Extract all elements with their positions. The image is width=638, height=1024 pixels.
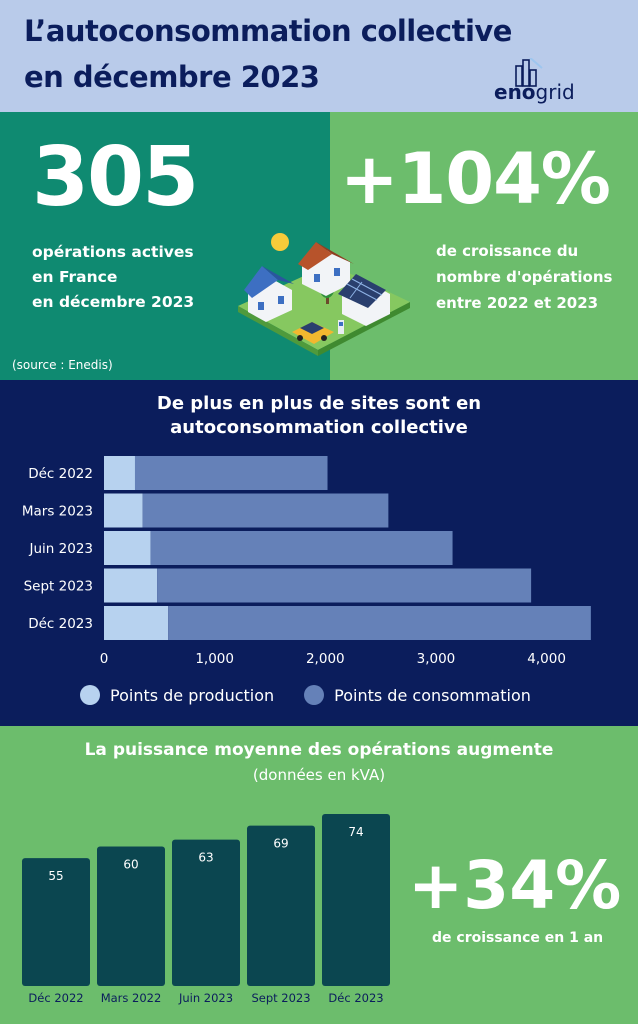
power-category-label: Déc 2023 — [328, 991, 383, 1005]
logo-text-light: grid — [535, 80, 575, 104]
legend-item-consumption: Points de consommation — [304, 685, 531, 705]
x-tick-label: 2,000 — [306, 651, 345, 667]
x-tick-label: 0 — [100, 651, 109, 667]
legend-label-consumption: Points de consommation — [334, 685, 531, 705]
power-chart-subtitle: (données en kVA) — [252, 766, 386, 784]
legend-swatch-consumption — [304, 685, 325, 705]
enogrid-logo: enogrid — [494, 58, 594, 106]
category-label: Juin 2023 — [29, 541, 94, 557]
bar-production — [104, 456, 135, 490]
sites-bar-chart: Déc 2022 Mars 2023 Juin 2023 Sept 2023 Déc 2… — [22, 456, 591, 667]
bar-production — [104, 568, 158, 603]
bar-production — [104, 606, 169, 640]
x-tick-label: 4,000 — [527, 651, 566, 667]
active-operations-label-line3: en décembre 2023 — [32, 293, 195, 311]
power-growth-label: de croissance en 1 an — [432, 930, 604, 946]
power-bar — [247, 825, 315, 986]
bar-production — [104, 493, 143, 528]
sun-icon — [271, 233, 289, 251]
power-chart-title: La puissance moyenne des opérations augm… — [84, 740, 554, 760]
sites-chart-title: De plus en plus de sites sont en autocon… — [0, 392, 638, 440]
sites-chart-legend: Points de production Points de consommat… — [80, 682, 561, 708]
power-growth-value: +34% — [408, 847, 622, 924]
sites-chart-title-line2: autoconsommation collective — [170, 417, 468, 438]
growth-operations-label-line2: nombre d'opérations — [436, 268, 613, 286]
header: L’autoconsommation collective en décembr… — [0, 0, 638, 112]
logo-text-bold: eno — [494, 80, 536, 104]
growth-operations-label: de croissance du nombre d'opérations ent… — [436, 238, 612, 316]
growth-operations-panel: +104% de croissance du nombre d'opératio… — [330, 112, 638, 380]
neighborhood-illustration — [238, 233, 410, 356]
page-title-line2: en décembre 2023 — [24, 60, 320, 94]
x-tick-label: 1,000 — [195, 651, 234, 667]
legend-label-production: Points de production — [110, 685, 275, 705]
x-tick-label: 3,000 — [417, 651, 456, 667]
page-title: L’autoconsommation collective en décembr… — [24, 8, 584, 100]
power-bar-value-label: 55 — [48, 869, 63, 883]
active-operations-label-line2: en France — [32, 268, 118, 286]
logo-text: enogrid — [494, 80, 575, 104]
bar-consumption — [168, 606, 591, 640]
growth-operations-label-line3: entre 2022 et 2023 — [436, 294, 599, 312]
page-title-line1: L’autoconsommation collective — [24, 14, 512, 48]
car-icon — [292, 322, 334, 344]
power-category-label: Sept 2023 — [251, 991, 310, 1005]
power-bar-value-label: 63 — [198, 851, 213, 865]
ev-charger-icon — [338, 320, 344, 334]
growth-operations-label-line1: de croissance du — [436, 242, 579, 260]
power-bar — [172, 839, 240, 986]
power-category-label: Juin 2023 — [178, 991, 233, 1005]
category-label: Sept 2023 — [24, 579, 93, 595]
bar-consumption — [142, 493, 389, 528]
power-bar — [22, 858, 90, 986]
house-icon — [298, 242, 354, 296]
power-bar-chart: 55 Déc 2022 60 Mars 2022 63 Juin 2023 69 Sept 2… — [22, 814, 390, 1005]
bar-consumption — [157, 568, 532, 603]
sites-chart-title-line1: De plus en plus de sites sont en — [156, 393, 482, 414]
source-note: (source : Enedis) — [12, 358, 113, 372]
active-operations-label: opérations actives en France en décembre… — [32, 240, 194, 315]
legend-item-production: Points de production — [80, 685, 274, 705]
power-category-label: Mars 2022 — [101, 991, 162, 1005]
active-operations-label-line1: opérations actives — [32, 243, 194, 261]
growth-operations-value: +104% — [340, 138, 611, 220]
power-bar — [322, 814, 390, 986]
power-bar-value-label: 69 — [273, 837, 288, 851]
bar-production — [104, 531, 151, 565]
bar-consumption — [150, 531, 453, 565]
category-label: Déc 2023 — [28, 616, 93, 632]
sites-chart-section: De plus en plus de sites sont en autocon… — [0, 380, 638, 726]
power-chart-section: La puissance moyenne des opérations augm… — [0, 726, 638, 1024]
house-icon — [244, 266, 294, 322]
category-label: Déc 2022 — [28, 466, 93, 482]
logo-city-icon — [515, 58, 543, 87]
power-category-label: Déc 2022 — [28, 991, 83, 1005]
active-operations-value: 305 — [32, 130, 199, 225]
category-label: Mars 2023 — [22, 504, 93, 520]
power-bar — [97, 846, 165, 986]
power-bar-value-label: 60 — [123, 858, 138, 872]
legend-swatch-production — [80, 685, 100, 705]
bar-consumption — [134, 456, 328, 490]
solar-panel-icon — [338, 274, 390, 326]
power-bar-value-label: 74 — [348, 825, 363, 839]
